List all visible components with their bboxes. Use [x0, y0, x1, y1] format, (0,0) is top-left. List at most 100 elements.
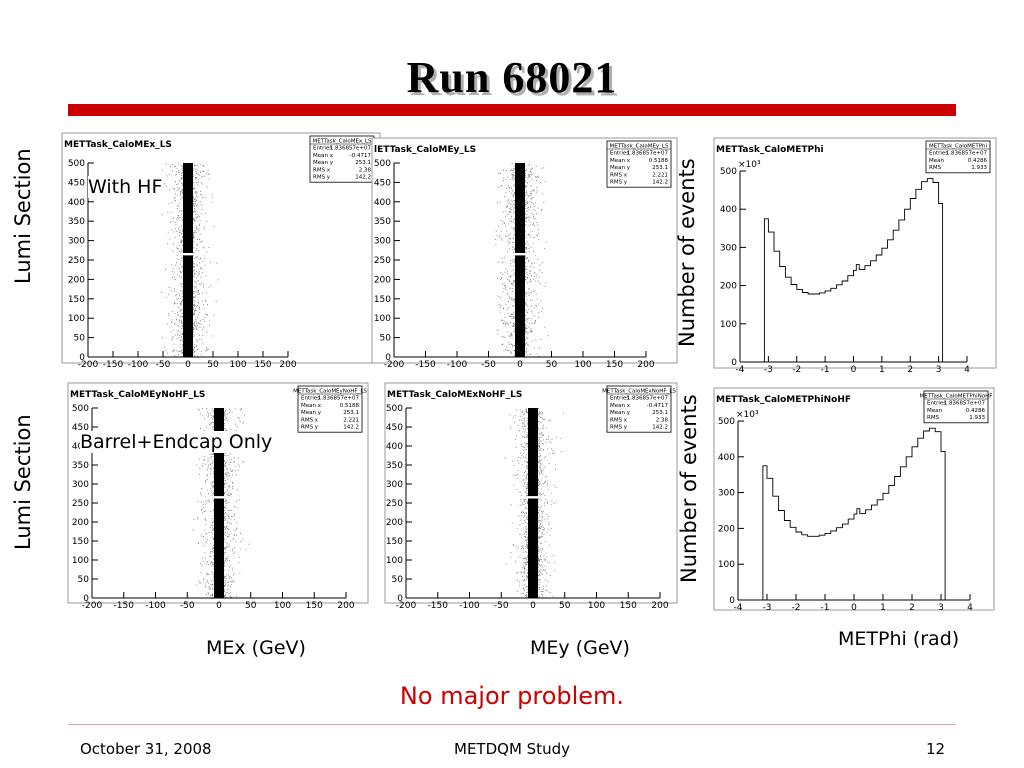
- plot-2: lETTask_CaloMEy_LS -200 -150 -100 -50 0 50 100 1…: [371, 137, 678, 370]
- y-tick-label: 50: [380, 334, 392, 344]
- y-tick-label: 200: [720, 282, 737, 292]
- plot-title: METTask_CaloMETPhiNoHF: [716, 395, 851, 405]
- y-tick-label: 50: [392, 575, 404, 585]
- stats-label: Mean: [927, 408, 942, 414]
- stats-label: Entries: [610, 396, 629, 402]
- lumi-gap-line: [163, 252, 213, 256]
- stats-title: METTask_CaloMEy_LS: [610, 144, 669, 150]
- y-tick-label: 100: [720, 320, 737, 330]
- plot-4: METTask_CaloMEyNoHF_LS -200 -150 -100 -50 0 50…: [67, 382, 369, 611]
- y-tick-label: 200: [374, 275, 391, 285]
- x-tick-label: -100: [459, 601, 480, 611]
- y-tick-label: 250: [386, 499, 403, 509]
- x-tick-label: 200: [637, 360, 654, 370]
- stats-label: Entries: [927, 401, 946, 407]
- stats-value: -0.4717: [350, 153, 372, 159]
- x-tick-label: 0: [851, 365, 857, 375]
- stats-label: Entries: [610, 151, 629, 157]
- x-tick-label: -200: [82, 601, 103, 611]
- y-tick-label: 300: [718, 489, 735, 499]
- x-tick-label: 3: [938, 603, 944, 613]
- y-tick-label: 0: [731, 358, 737, 368]
- stats-value: 0.5188: [649, 158, 669, 164]
- stats-label: Mean x: [610, 158, 631, 164]
- stats-value: 142.2: [652, 425, 668, 431]
- x-tick-label: 50: [245, 601, 257, 611]
- y-tick-label: 350: [72, 461, 89, 471]
- stats-value: 1.933: [971, 165, 987, 171]
- x-tick-label: 1: [880, 603, 886, 613]
- y-tick-label: 0: [385, 353, 391, 363]
- stats-value: -0.4717: [647, 403, 669, 409]
- y-tick-label: 0: [729, 596, 735, 606]
- y-multiplier-label: ×10³: [738, 160, 761, 170]
- stats-value: 253.1: [355, 160, 371, 166]
- footer-divider: [68, 724, 956, 725]
- stats-label: Mean x: [313, 153, 334, 159]
- y-tick-label: 450: [68, 178, 85, 188]
- y-tick-label: 0: [79, 353, 85, 363]
- y-tick-label: 200: [718, 524, 735, 534]
- mex-axis-caption: MEx (GeV): [206, 637, 306, 659]
- stats-value: 2.38: [359, 167, 372, 173]
- x-tick-label: -200: [384, 360, 405, 370]
- x-tick-label: -100: [128, 360, 149, 370]
- stats-title: METTask_CaloMEx_LS: [313, 139, 372, 145]
- stats-label: Entries: [929, 151, 948, 157]
- x-tick-label: 200: [279, 360, 296, 370]
- plot-frame: [713, 137, 997, 369]
- x-tick-label: -50: [494, 601, 509, 611]
- stats-title: METTask_CaloMEyNoHF_LS: [293, 389, 367, 395]
- y-tick-label: 300: [72, 480, 89, 490]
- y-multiplier-label: ×10³: [736, 410, 759, 420]
- x-tick-label: 50: [546, 360, 558, 370]
- stats-value: 2.221: [652, 172, 668, 178]
- scatter-points: [504, 408, 564, 599]
- y-tick-label: 500: [68, 159, 85, 169]
- stats-label: RMS x: [301, 417, 319, 423]
- x-tick-label: 2: [909, 603, 915, 613]
- x-tick-label: -1: [821, 365, 830, 375]
- x-tick-label: -150: [114, 601, 135, 611]
- stats-box: [606, 140, 672, 188]
- x-tick-label: 4: [964, 365, 970, 375]
- x-tick-label: 0: [530, 601, 536, 611]
- x-tick-label: -3: [763, 603, 772, 613]
- row2-lumi-section-label: Lumi Section: [11, 414, 35, 550]
- stats-label: Mean y: [610, 410, 631, 416]
- core-band: [214, 408, 224, 598]
- plot-5: METTask_CaloMExNoHF_LS -200 -150 -100 -50 0 50…: [384, 382, 678, 611]
- x-tick-label: 4: [967, 603, 973, 613]
- stats-label: Mean y: [301, 410, 322, 416]
- stats-label: RMS x: [610, 172, 628, 178]
- stats-title: METTask_CaloMETPhi: [929, 144, 988, 150]
- y-tick-label: 0: [83, 594, 89, 604]
- y-tick-label: 100: [72, 556, 89, 566]
- plot-1: METTask_CaloMEx_LS -200 -150 -100 -50 0 50 100 1…: [61, 132, 381, 370]
- stats-value: 253.1: [652, 410, 668, 416]
- x-tick-label: -200: [396, 601, 417, 611]
- y-tick-label: 50: [74, 334, 86, 344]
- x-tick-label: 0: [185, 360, 191, 370]
- y-tick-label: 300: [386, 480, 403, 490]
- y-tick-label: 150: [386, 537, 403, 547]
- stats-label: Entries: [301, 396, 320, 402]
- x-tick-label: -50: [180, 601, 195, 611]
- plot-title: lETTask_CaloMEy_LS: [374, 145, 476, 155]
- stats-label: RMS y: [610, 180, 628, 186]
- stats-value: 142.2: [652, 180, 668, 186]
- x-tick-label: 0: [216, 601, 222, 611]
- stats-value: 142.2: [343, 425, 359, 431]
- plot-3: METTask_CaloMETPhi -4 -3 -2 -1 0 1 2 3 4 0 100 200 30…: [713, 137, 997, 375]
- plot-title: METTask_CaloMExNoHF_LS: [387, 390, 522, 400]
- y-tick-label: 200: [386, 518, 403, 528]
- x-tick-label: -150: [415, 360, 436, 370]
- y-tick-label: 350: [374, 217, 391, 227]
- x-tick-label: -50: [481, 360, 496, 370]
- y-tick-label: 350: [386, 461, 403, 471]
- x-tick-label: 100: [229, 360, 246, 370]
- y-tick-label: 300: [374, 237, 391, 247]
- histogram-line: [763, 178, 944, 362]
- stats-box: [606, 385, 672, 433]
- x-tick-label: 0: [851, 603, 857, 613]
